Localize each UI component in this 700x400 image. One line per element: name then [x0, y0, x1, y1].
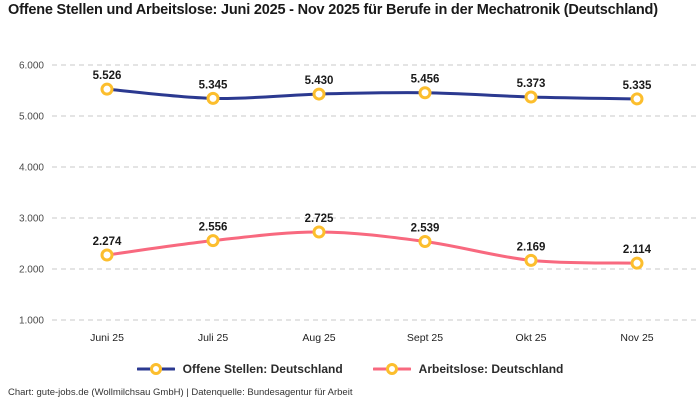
- data-point-label: 2.274: [93, 236, 122, 248]
- legend-label-offene-stellen: Offene Stellen: Deutschland: [182, 362, 343, 376]
- data-point-marker[interactable]: [100, 248, 114, 262]
- line-chart-canvas: 1.000 2.000 3.000 4.000 5.000 6.000 Juni 25 Jul…: [19, 61, 696, 344]
- y-axis-tick-label: 2.000: [19, 265, 44, 276]
- legend-line-marker-icon: [136, 363, 175, 375]
- chart-footer: Chart: gute-jobs.de (Wollmilchsau GmbH) …: [8, 387, 353, 398]
- series-line: [105, 230, 639, 265]
- x-axis-tick-label: Okt 25: [516, 332, 547, 344]
- x-axis-tick-label: Sept 25: [407, 332, 443, 344]
- y-axis-tick-label: 1.000: [19, 316, 44, 327]
- data-point-label: 5.335: [623, 80, 652, 92]
- data-point-marker[interactable]: [206, 234, 220, 248]
- data-point-label: 2.725: [305, 213, 334, 225]
- x-axis-tick-label: Juli 25: [198, 332, 229, 344]
- data-point-marker[interactable]: [630, 92, 644, 106]
- data-point-label: 2.556: [199, 222, 228, 234]
- data-point-label: 5.526: [93, 70, 122, 82]
- data-point-marker[interactable]: [100, 82, 114, 96]
- data-point-marker[interactable]: [524, 253, 538, 267]
- legend-line-marker-icon: [372, 363, 411, 375]
- x-axis-tick-label: Aug 25: [302, 332, 335, 344]
- data-point-label: 2.169: [517, 241, 546, 253]
- data-point-label: 5.373: [517, 78, 546, 90]
- data-point-marker[interactable]: [206, 91, 220, 105]
- y-axis-tick-label: 6.000: [19, 61, 44, 72]
- y-axis-tick-label: 5.000: [19, 112, 44, 123]
- chart-legend: Offene Stellen: Deutschland Arbeitslose:…: [0, 362, 700, 376]
- data-point-marker[interactable]: [312, 87, 326, 101]
- data-point-label: 2.114: [623, 244, 652, 256]
- data-point-label: 5.430: [305, 75, 334, 87]
- data-point-label: 2.539: [411, 223, 440, 235]
- data-point-marker[interactable]: [312, 225, 326, 239]
- x-axis-tick-label: Juni 25: [90, 332, 124, 344]
- legend-item-arbeitslose[interactable]: Arbeitslose: Deutschland: [372, 362, 564, 376]
- x-axis-tick-label: Nov 25: [620, 332, 653, 344]
- data-point-marker[interactable]: [418, 86, 432, 100]
- data-point-label: 5.345: [199, 79, 228, 91]
- chart-title: Offene Stellen und Arbeitslose: Juni 202…: [8, 2, 658, 18]
- y-axis-tick-label: 4.000: [19, 163, 44, 174]
- legend-label-arbeitslose: Arbeitslose: Deutschland: [418, 362, 564, 376]
- y-axis-tick-label: 3.000: [19, 214, 44, 225]
- series-line: [105, 87, 639, 101]
- data-point-marker[interactable]: [630, 256, 644, 270]
- data-point-label: 5.456: [411, 74, 440, 86]
- legend-item-offene-stellen[interactable]: Offene Stellen: Deutschland: [136, 362, 343, 376]
- data-point-marker[interactable]: [524, 90, 538, 104]
- data-point-marker[interactable]: [418, 235, 432, 249]
